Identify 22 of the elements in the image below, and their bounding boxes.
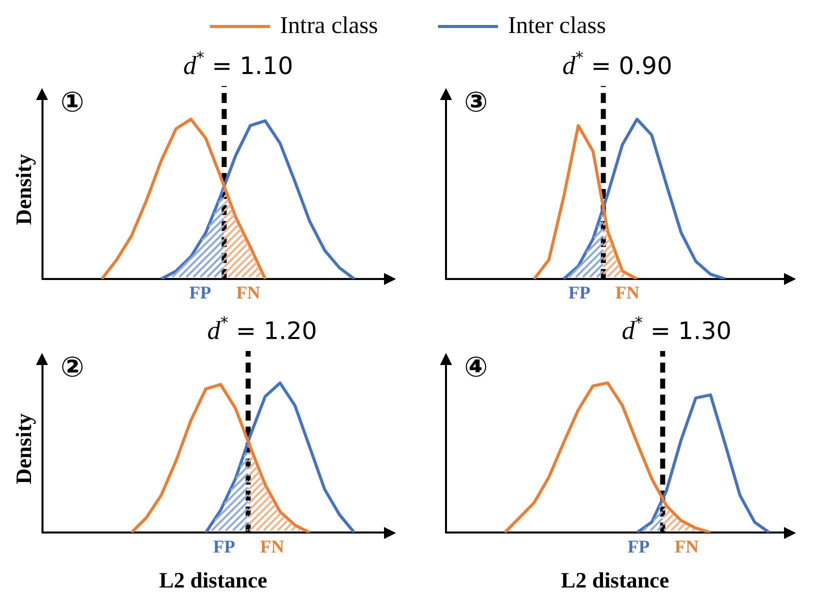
annotation: ② — [60, 350, 84, 384]
legend-label: Intra class — [280, 12, 378, 40]
text: d* = 0.90 — [562, 48, 672, 80]
text: FP — [628, 536, 650, 556]
text: FP — [213, 536, 236, 556]
text: d* = 1.30 — [622, 313, 732, 345]
x-axis-title: L2 distance — [159, 567, 268, 592]
text: d* = 1.20 — [207, 313, 318, 345]
legend-label: Inter class — [508, 12, 606, 40]
text: FN — [236, 282, 260, 303]
text: ③ — [464, 85, 488, 118]
x-axis-title: L2 distance — [560, 567, 670, 592]
text: FP — [189, 282, 212, 303]
y-axis-title: Density — [10, 154, 36, 225]
annotation: ④ — [464, 350, 488, 384]
text: FN — [674, 536, 699, 556]
text: FN — [615, 282, 640, 303]
text: FN — [260, 536, 284, 556]
text: FP — [568, 282, 590, 303]
text: d* = 1.10 — [183, 48, 294, 80]
text: ① — [60, 85, 84, 118]
y-axis-title: Density — [10, 413, 36, 484]
